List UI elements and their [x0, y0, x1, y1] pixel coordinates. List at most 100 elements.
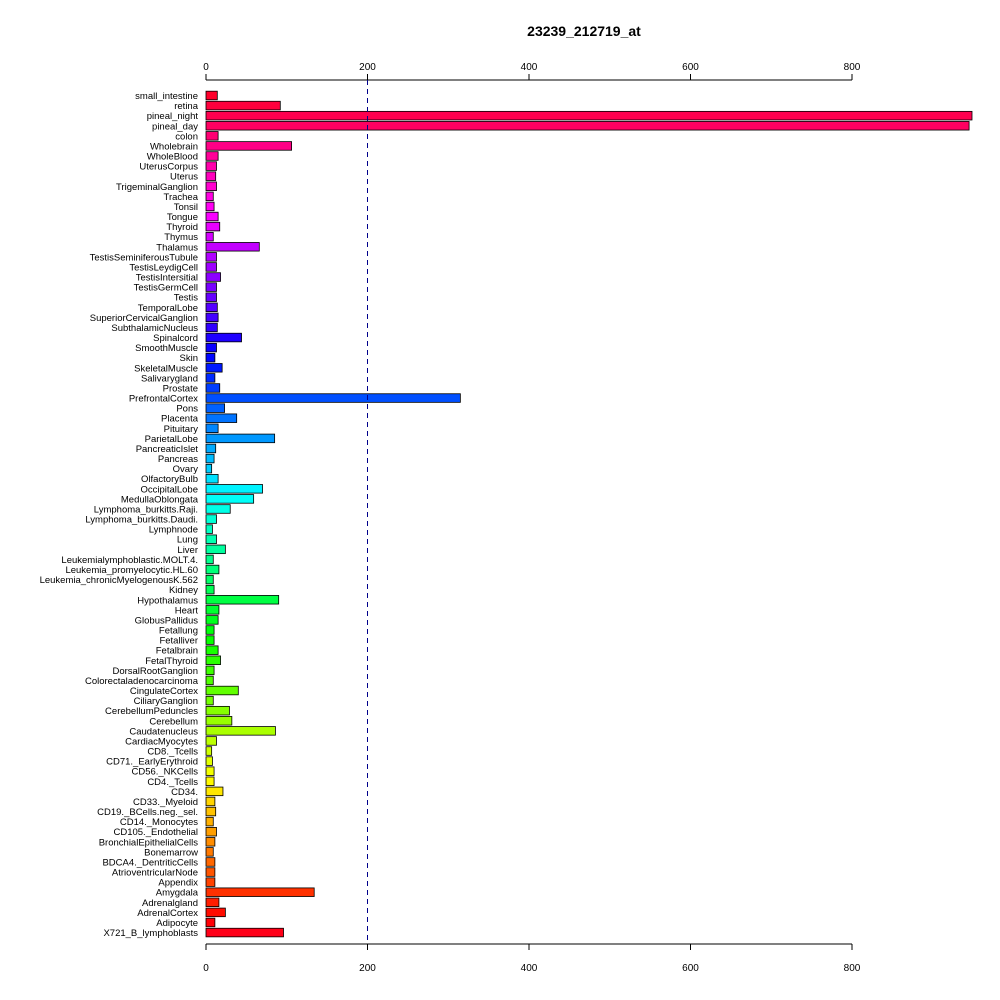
category-label: Caudatenucleus: [129, 726, 198, 737]
bar: [205, 282, 217, 292]
bar: [205, 857, 216, 867]
category-label: PrefrontalCortex: [129, 394, 198, 405]
category-label: SuperiorCervicalGanglion: [90, 313, 198, 324]
bar: [205, 302, 218, 312]
category-label: Bonemarrow: [144, 847, 198, 858]
category-label: SkeletalMuscle: [134, 363, 198, 374]
category-label: Appendix: [158, 878, 198, 889]
category-label: Placenta: [161, 414, 199, 425]
category-label: UterusCorpus: [139, 162, 198, 173]
bar: [205, 524, 213, 534]
bottom-axis: 0 200 400 600 800: [203, 943, 861, 974]
category-label: CD19._BCells.neg._sel.: [97, 807, 198, 818]
category-label: Hypothalamus: [137, 595, 198, 606]
category-label: TemporalLobe: [138, 303, 198, 314]
bar: [205, 877, 216, 887]
bar: [205, 383, 221, 393]
top-tick-label: 0: [203, 62, 209, 73]
bar: [205, 887, 315, 897]
category-label: Thymus: [164, 232, 198, 243]
category-label: WholeBlood: [147, 152, 198, 163]
category-label: SmoothMuscle: [135, 343, 198, 354]
category-label: Pituitary: [164, 424, 199, 435]
bar: [205, 121, 970, 131]
bar: [205, 655, 221, 665]
category-label: OlfactoryBulb: [141, 474, 198, 485]
category-label: ParietalLobe: [145, 434, 198, 445]
bar: [205, 474, 219, 484]
top-tick-label: 800: [844, 62, 861, 73]
bar: [205, 191, 214, 202]
bar: [205, 746, 213, 756]
category-label: PancreaticIslet: [136, 444, 199, 455]
bar: [205, 272, 221, 282]
bar: [205, 514, 217, 524]
bar: [205, 453, 215, 464]
category-label: CiliaryGanglion: [134, 696, 198, 707]
category-label: CardiacMyocytes: [125, 736, 198, 747]
bar: [205, 322, 218, 333]
top-tick-label: 400: [521, 62, 538, 73]
category-label: Adipocyte: [156, 918, 198, 929]
category-label: Amygdala: [156, 888, 199, 899]
category-label: Lymphoma_burkitts.Raji.: [94, 504, 198, 515]
chart-title: 23239_212719_at: [527, 23, 641, 39]
bar: [205, 433, 276, 444]
category-label: Heart: [175, 605, 199, 616]
category-label: Tongue: [167, 212, 198, 223]
category-label: Pons: [176, 404, 198, 415]
category-label: Cerebellum: [149, 716, 198, 727]
bar: [205, 423, 219, 434]
bar: [205, 766, 215, 776]
category-label: pineal_day: [152, 121, 198, 132]
bar: [205, 726, 276, 736]
category-label: CD71._EarlyErythroid: [106, 757, 198, 768]
bar: [205, 796, 216, 807]
bar: [205, 847, 214, 857]
category-label: Ovary: [173, 464, 199, 475]
bar: [205, 242, 260, 252]
category-label: Kidney: [169, 585, 198, 596]
category-label: Prostate: [163, 383, 198, 394]
category-label: Wholebrain: [150, 141, 198, 152]
category-label: Spinalcord: [153, 333, 198, 344]
bar: [205, 100, 281, 111]
bar: [205, 262, 217, 272]
bar: [205, 716, 233, 726]
bottom-tick-label: 400: [521, 963, 538, 974]
top-tick-label: 200: [359, 62, 376, 73]
category-label: BronchialEpithelialCells: [99, 837, 199, 848]
bar: [205, 605, 220, 615]
bar: [205, 615, 219, 625]
bar: [205, 756, 213, 766]
category-label: AtrioventricularNode: [112, 868, 198, 879]
bar: [205, 353, 216, 363]
bar: [205, 363, 223, 373]
category-label: Fetalbrain: [156, 646, 198, 657]
bar: [205, 595, 280, 605]
bar: [205, 151, 219, 161]
category-label: GlobusPallidus: [135, 615, 199, 626]
category-label: OccipitalLobe: [140, 484, 198, 495]
category-label: colon: [175, 131, 198, 142]
category-label: CerebellumPeduncles: [105, 706, 198, 717]
category-label: TestisSeminiferousTubule: [90, 252, 198, 263]
category-label: CD4._Tcells: [147, 777, 198, 788]
bar: [205, 736, 217, 746]
bar: [205, 635, 215, 645]
bar: [205, 484, 263, 494]
bar: [205, 110, 973, 121]
bottom-tick-label: 600: [682, 963, 699, 974]
bar: [205, 181, 217, 191]
category-label: Leukemia_chronicMyelogenousK.562: [40, 575, 198, 586]
category-label: Lung: [177, 535, 198, 546]
bar: [205, 645, 219, 655]
category-label: FetalThyroid: [145, 656, 198, 667]
category-label: Fetallung: [159, 626, 198, 637]
bar: [205, 413, 238, 423]
category-label: Lymphnode: [149, 525, 198, 536]
category-label: Pancreas: [158, 454, 198, 465]
bar: [205, 675, 214, 686]
bar: [205, 705, 230, 716]
